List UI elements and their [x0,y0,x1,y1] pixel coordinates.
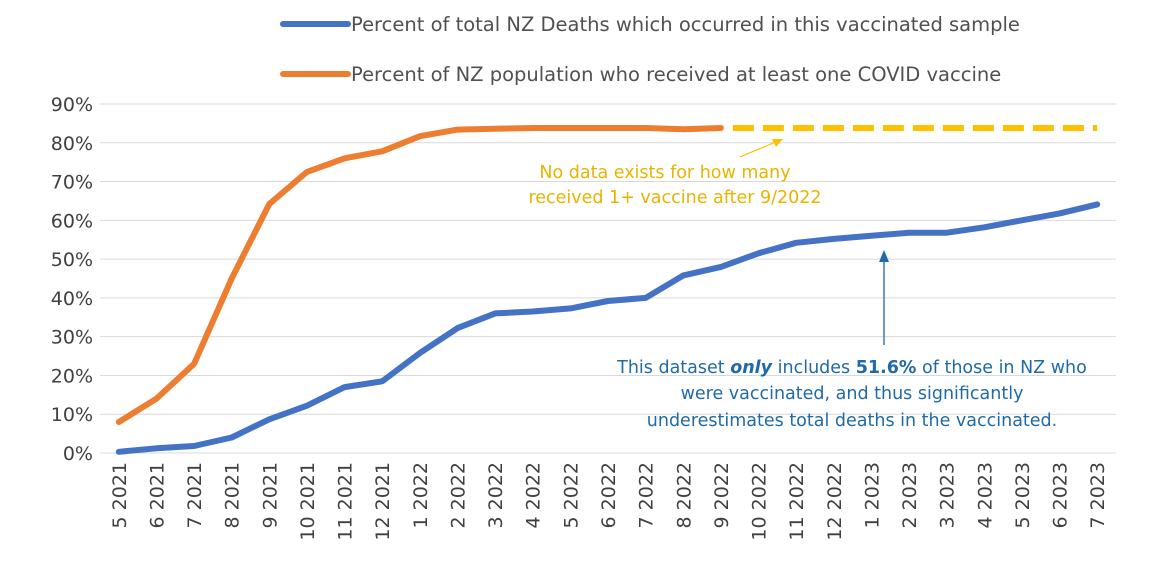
y-tick-label: 30% [51,327,93,349]
y-tick-label: 80% [51,133,93,155]
legend-label-population: Percent of NZ population who received at… [351,63,1001,86]
y-tick-label: 10% [51,404,93,426]
y-tick-label: 90% [51,94,93,116]
x-tick-label: 3 2022 [485,462,507,528]
x-tick-label: 5 2021 [109,462,131,528]
y-tick-label: 0% [63,443,93,465]
legend-label-deaths: Percent of total NZ Deaths which occurre… [351,13,1020,36]
x-tick-label: 9 2022 [711,462,733,528]
annotation-dataset-percent: 51.6% [856,358,917,378]
series-line-population [115,125,724,425]
annotation-no-data-arrowhead [772,139,783,147]
x-tick-label: 8 2022 [673,462,695,528]
x-tick-label: 7 2022 [636,462,658,528]
x-tick-label: 12 2022 [824,462,846,541]
annotation-dataset-emphasis: only [730,358,773,378]
series-line-deaths [115,201,1101,455]
y-tick-label: 40% [51,288,93,310]
annotation-dataset: This dataset only includes 51.6% of thos… [616,250,1087,431]
annotation-no-data: No data exists for how many received 1+ … [528,139,822,208]
x-tick-label: 4 2022 [523,462,545,528]
x-tick-label: 7 2021 [184,462,206,528]
x-tick-label: 3 2023 [937,462,959,528]
x-tick-label: 6 2022 [598,462,620,528]
annotation-no-data-arrow [739,140,779,158]
annotation-dataset-line-1: This dataset only includes 51.6% of thos… [616,358,1087,378]
annotation-dataset-text-a: This dataset [616,358,730,378]
gridlines [100,103,1116,454]
y-tick-label: 50% [51,249,93,271]
x-tick-label: 8 2021 [222,462,244,528]
annotation-dataset-text-c: of those in NZ who [916,358,1086,378]
x-tick-label: 10 2022 [749,462,771,541]
x-tick-label: 1 2022 [410,462,432,528]
annotation-no-data-line-2: received 1+ vaccine after 9/2022 [528,188,821,208]
x-tick-label: 2 2022 [447,462,469,528]
x-tick-label: 2 2023 [899,462,921,528]
x-tick-label: 7 2023 [1087,462,1109,528]
annotation-dataset-line-3: underestimates total deaths in the vacci… [647,411,1057,431]
x-tick-label: 12 2021 [372,462,394,541]
y-axis-ticks: 0% 10% 20% 30% 40% 50% 60% 70% 80% 90% [51,94,93,465]
x-tick-label: 11 2022 [786,462,808,541]
x-tick-label: 5 2023 [1012,462,1034,528]
annotation-dataset-text-b: includes [772,358,856,378]
x-tick-label: 6 2023 [1050,462,1072,528]
y-tick-label: 70% [51,172,93,194]
legend: Percent of total NZ Deaths which occurre… [280,13,1020,86]
x-tick-label: 9 2021 [259,462,281,528]
series-lines [115,125,1101,455]
x-tick-label: 11 2021 [335,462,357,541]
annotation-no-data-line-1: No data exists for how many [539,163,790,183]
x-tick-label: 4 2023 [974,462,996,528]
y-tick-label: 60% [51,210,93,232]
x-axis-ticks: 5 2021 6 2021 7 2021 8 2021 9 2021 10 2021 11 … [109,462,1109,541]
x-tick-label: 1 2023 [861,462,883,528]
y-tick-label: 20% [51,365,93,387]
x-tick-label: 6 2021 [146,462,168,528]
x-tick-label: 10 2021 [297,462,319,541]
annotation-dataset-arrowhead [879,250,889,262]
x-tick-label: 5 2022 [560,462,582,528]
annotation-dataset-line-2: were vaccinated, and thus significantly [681,384,1024,404]
